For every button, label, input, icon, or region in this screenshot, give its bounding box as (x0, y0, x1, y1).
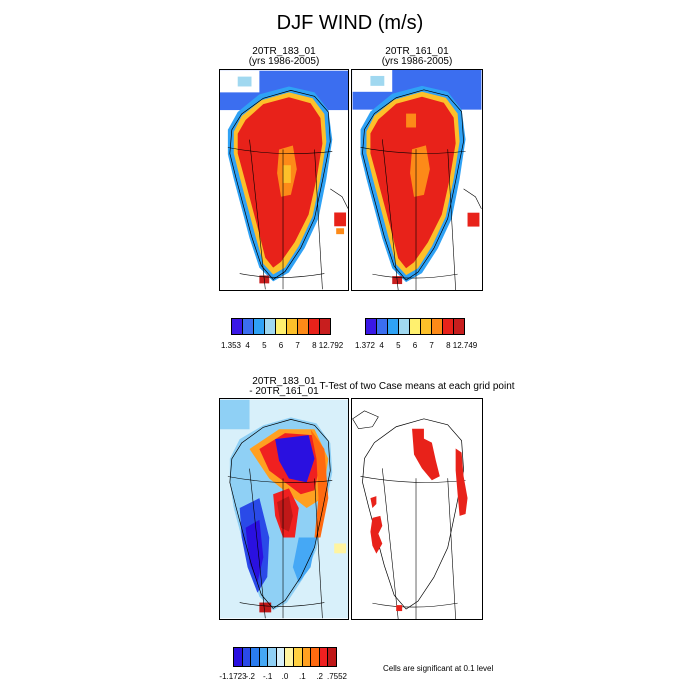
colorbar-tick-label: 6 (412, 341, 418, 350)
significance-note: Cells are significant at 0.1 level (383, 664, 494, 673)
map-panel-ttest (351, 398, 483, 620)
colorbar-swatch (302, 648, 312, 666)
colorbar-swatch (454, 319, 464, 334)
map-panel-difference (219, 398, 349, 620)
panel-3-title: 20TR_183_01 - 20TR_161_01 (219, 377, 349, 397)
colorbar-tick-label: 7 (295, 341, 300, 350)
panel-1-title-line1: 20TR_183_01 (252, 46, 316, 57)
colorbar-tick-label: -.2 (245, 672, 255, 681)
panel-4-title: T-Test of two Case means at each grid po… (312, 382, 522, 392)
colorbar-tick-label: 8 (312, 341, 317, 350)
colorbar-difference-labels: -1.1723 -.2 -.1 .0 .1 .2.7552 (219, 672, 347, 683)
map-ttest-graphic (352, 410, 468, 619)
colorbar-difference (233, 647, 337, 667)
colorbar-swatch (388, 319, 399, 334)
colorbar-swatch (242, 648, 252, 666)
colorbar-swatch (311, 648, 320, 666)
panel-2-title: 20TR_161_01 (yrs 1986-2005) (351, 47, 483, 67)
colorbar-tick-label: 12.792 (318, 341, 344, 350)
colorbar-tick-label: 1.372 (354, 341, 376, 350)
colorbar-swatch (254, 319, 265, 334)
colorbar-swatch (234, 648, 243, 666)
panel-3-title-line2: - 20TR_161_01 (249, 386, 319, 397)
colorbar-swatch (421, 319, 432, 334)
map-difference-graphic (220, 399, 348, 619)
colorbar-tick-label: 6 (278, 341, 284, 350)
colorbar-swatch (320, 319, 330, 334)
colorbar-swatch (276, 648, 286, 666)
colorbar-swatch (294, 648, 303, 666)
colorbar-case-2 (365, 318, 465, 335)
colorbar-swatch (285, 648, 295, 666)
map-case-2-graphic (352, 70, 482, 290)
colorbar-tick-label: -.1 (262, 672, 273, 681)
colorbar-swatch (298, 319, 309, 334)
panel-4-title-line1: T-Test of two Case means at each grid po… (319, 381, 515, 392)
colorbar-tick-label: 7 (429, 341, 434, 350)
colorbar-swatch (251, 648, 260, 666)
map-panel-case-1 (219, 69, 349, 291)
colorbar-tick-label: -1.1723 (219, 672, 247, 681)
colorbar-tick-label: 5 (262, 341, 267, 350)
colorbar-swatch (366, 319, 377, 334)
map-panel-case-2 (351, 69, 483, 291)
colorbar-tick-label: .1 (298, 672, 306, 681)
colorbar-swatch (259, 648, 269, 666)
colorbar-swatch (319, 648, 329, 666)
colorbar-tick-label: .7552 (326, 672, 348, 681)
colorbar-swatch (287, 319, 298, 334)
colorbar-tick-label: 8 (446, 341, 451, 350)
colorbar-case-1-labels: 1.353 4 5 6 7 8 12.792 (221, 341, 343, 352)
colorbar-swatch (309, 319, 320, 334)
panel-2-title-line2: (yrs 1986-2005) (381, 56, 453, 67)
colorbar-swatch (268, 648, 277, 666)
colorbar-tick-label: 4 (245, 341, 250, 350)
map-case-1-graphic (220, 70, 348, 290)
panel-1-title: 20TR_183_01 (yrs 1986-2005) (219, 47, 349, 67)
colorbar-swatch (265, 319, 276, 334)
colorbar-swatch (328, 648, 336, 666)
panel-3-title-line1: 20TR_183_01 (252, 376, 316, 387)
colorbar-tick-label: 4 (379, 341, 384, 350)
panel-1-title-line2: (yrs 1986-2005) (248, 56, 320, 67)
colorbar-swatch (243, 319, 254, 334)
colorbar-swatch (443, 319, 454, 334)
colorbar-swatch (232, 319, 243, 334)
figure-title: DJF WIND (m/s) (276, 12, 424, 34)
colorbar-swatch (410, 319, 421, 334)
colorbar-tick-label: 1.353 (220, 341, 242, 350)
colorbar-case-1 (231, 318, 331, 335)
colorbar-tick-label: .2 (316, 672, 323, 681)
colorbar-swatch (432, 319, 443, 334)
colorbar-tick-label: 12.749 (452, 341, 478, 350)
colorbar-swatch (377, 319, 388, 334)
colorbar-swatch (276, 319, 287, 334)
colorbar-case-2-labels: 1.372 4 5 6 7 8 12.749 (355, 341, 477, 352)
panel-2-title-line1: 20TR_161_01 (385, 46, 449, 57)
colorbar-tick-label: .0 (281, 672, 289, 681)
colorbar-swatch (399, 319, 410, 334)
colorbar-tick-label: 5 (396, 341, 401, 350)
